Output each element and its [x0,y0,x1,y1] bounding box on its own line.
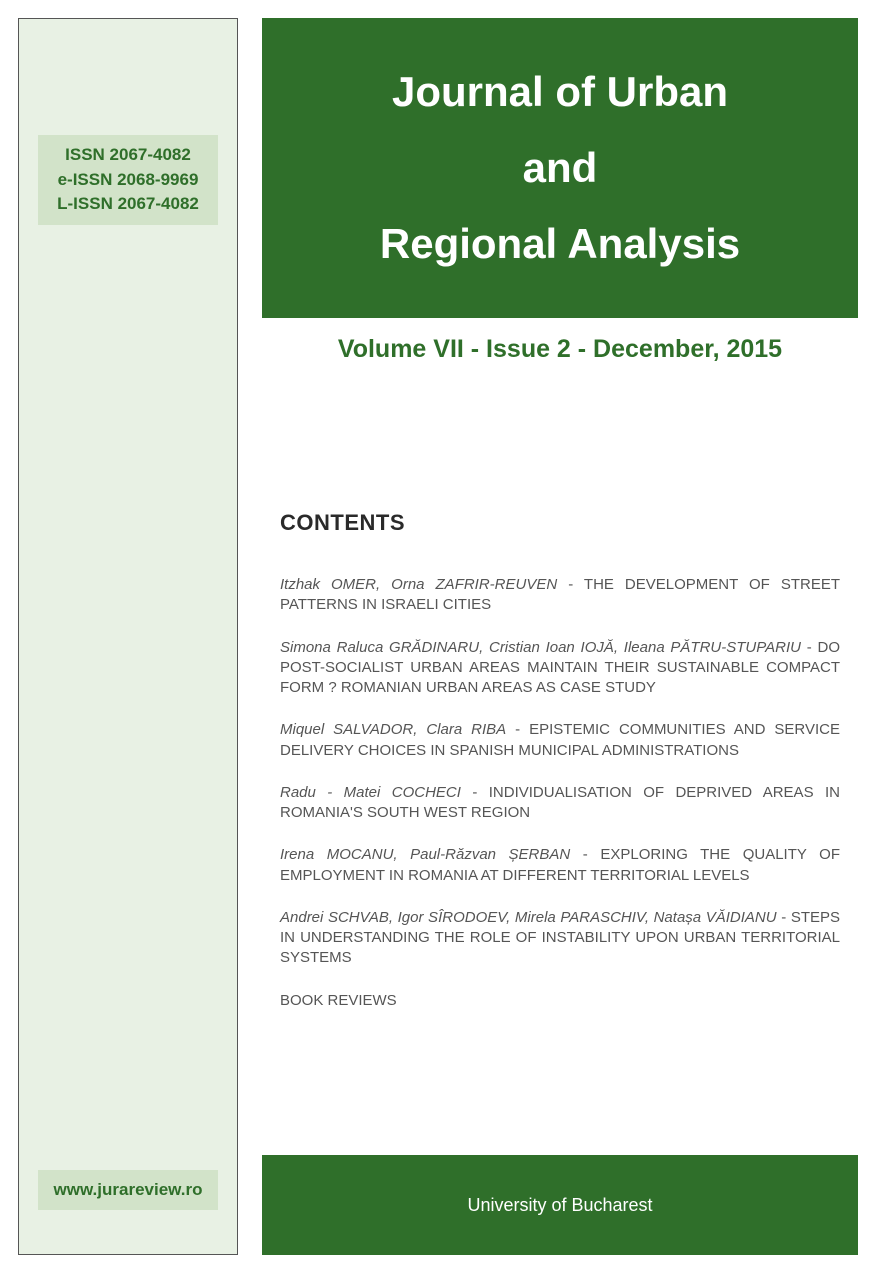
article-entry: Radu - Matei COCHECI - INDIVIDUALISATION… [280,783,840,824]
title-line-3: Regional Analysis [380,220,740,268]
article-authors: Andrei SCHVAB, Igor SÎRODOEV, Mirela PAR… [280,909,777,926]
title-line-2: and [523,144,598,192]
issn-linking: L-ISSN 2067-4082 [48,192,208,217]
article-entry: Itzhak OMER, Orna ZAFRIR-REUVEN - THE DE… [280,575,840,616]
article-authors: Irena MOCANU, Paul-Răzvan ȘERBAN [280,846,570,863]
article-authors: Itzhak OMER, Orna ZAFRIR-REUVEN [280,576,557,593]
website-box: www.jurareview.ro [38,1170,218,1210]
volume-issue: Volume VII - Issue 2 - December, 2015 [262,335,858,364]
article-sep: - [801,639,818,656]
issn-box: ISSN 2067-4082 e-ISSN 2068-9969 L-ISSN 2… [38,135,218,225]
article-sep: - [557,576,584,593]
article-sep: - [461,784,489,801]
article-sep: - [506,721,529,738]
website-url: www.jurareview.ro [48,1180,208,1200]
article-sep: - [777,909,791,926]
journal-title-block: Journal of Urban and Regional Analysis [262,18,858,318]
issn-electronic: e-ISSN 2068-9969 [48,168,208,193]
articles-list: Itzhak OMER, Orna ZAFRIR-REUVEN - THE DE… [280,575,840,1033]
article-entry: BOOK REVIEWS [280,991,840,1011]
article-authors: Miquel SALVADOR, Clara RIBA [280,721,506,738]
issn-print: ISSN 2067-4082 [48,143,208,168]
title-line-1: Journal of Urban [392,68,728,116]
article-title: BOOK REVIEWS [280,992,397,1009]
article-sep: - [570,846,600,863]
contents-heading: CONTENTS [280,510,405,536]
footer-block: University of Bucharest [262,1155,858,1255]
article-authors: Radu - Matei COCHECI [280,784,461,801]
article-authors: Simona Raluca GRĂDINARU, Cristian Ioan I… [280,639,801,656]
article-entry: Andrei SCHVAB, Igor SÎRODOEV, Mirela PAR… [280,908,840,969]
article-entry: Miquel SALVADOR, Clara RIBA - EPISTEMIC … [280,720,840,761]
publisher: University of Bucharest [467,1195,652,1216]
article-entry: Irena MOCANU, Paul-Răzvan ȘERBAN - EXPLO… [280,845,840,886]
article-entry: Simona Raluca GRĂDINARU, Cristian Ioan I… [280,638,840,699]
